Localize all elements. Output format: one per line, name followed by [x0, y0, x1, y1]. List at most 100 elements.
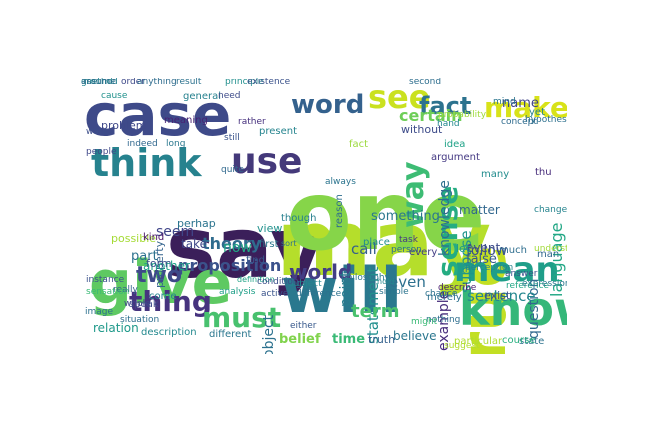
- cloud-word: cause: [101, 91, 128, 101]
- cloud-word: must: [202, 301, 282, 334]
- cloud-word: image: [85, 307, 114, 317]
- cloud-word: kind: [143, 232, 165, 243]
- cloud-word: hand: [437, 119, 460, 129]
- cloud-word: another: [143, 259, 190, 273]
- cloud-word: world: [289, 260, 353, 284]
- cloud-word: particular: [454, 336, 503, 347]
- cloud-word: analysis: [219, 287, 256, 297]
- cloud-word: false: [466, 252, 497, 267]
- cloud-word: make: [484, 91, 567, 124]
- cloud-word: first: [259, 239, 279, 250]
- cloud-word: regard: [287, 279, 317, 289]
- cloud-word: word: [291, 90, 365, 120]
- cloud-word: different: [209, 329, 252, 340]
- cloud-word: form: [146, 257, 172, 270]
- cloud-word: subject: [289, 279, 322, 289]
- cloud-word: ground: [81, 78, 113, 87]
- cloud-word: man: [537, 249, 560, 260]
- cloud-word: might: [411, 317, 438, 327]
- cloud-word: need: [218, 91, 241, 101]
- cloud-word: follow: [466, 243, 508, 259]
- cloud-word: suggest: [444, 341, 480, 351]
- cloud-word: give: [89, 248, 233, 318]
- cloud-word: even: [389, 273, 426, 291]
- cloud-word: nothing: [426, 315, 461, 325]
- cloud-word: thu: [535, 167, 552, 178]
- cloud-word: condition: [257, 277, 299, 287]
- cloud-word: situation: [120, 315, 160, 325]
- cloud-word: really: [113, 285, 138, 295]
- cloud-word: chance: [425, 289, 458, 299]
- cloud-word: always: [325, 177, 356, 187]
- cloud-word: every: [409, 247, 438, 258]
- cloud-word: though: [281, 213, 317, 224]
- cloud-word: still: [224, 133, 240, 143]
- cloud-word: either: [290, 321, 317, 331]
- cloud-word: expression: [522, 279, 567, 289]
- cloud-word: find: [246, 255, 265, 266]
- cloud-word: difference: [296, 289, 342, 299]
- cloud-word: speak: [129, 299, 159, 310]
- cloud-word: place: [363, 237, 390, 248]
- cloud-word: answer: [505, 269, 538, 279]
- cloud-word: will: [281, 254, 403, 327]
- cloud-word: method: [83, 78, 118, 87]
- cloud-word: exist: [484, 289, 511, 302]
- cloud-word: matter: [459, 203, 500, 217]
- cloud-word: yet: [529, 107, 545, 118]
- cloud-word: now: [223, 240, 252, 256]
- cloud-word: general: [183, 91, 222, 102]
- cloud-word: present: [259, 126, 298, 137]
- cloud-word: state: [519, 336, 545, 347]
- cloud-word: event: [466, 241, 501, 255]
- cloud-word: whole: [124, 299, 151, 309]
- cloud-word: know: [459, 282, 567, 336]
- cloud-word: concept: [501, 117, 537, 127]
- cloud-word: describe: [438, 283, 477, 293]
- cloud-word: sort: [281, 239, 297, 248]
- cloud-word: description: [141, 327, 197, 338]
- cloud-word: perception: [465, 263, 514, 273]
- cloud-word: assume: [81, 78, 116, 87]
- cloud-word: long: [166, 139, 186, 149]
- cloud-word: use: [231, 141, 303, 182]
- cloud-word: knowledge: [437, 180, 453, 257]
- cloud-word: problem: [101, 119, 147, 132]
- cloud-word: order: [121, 78, 145, 87]
- cloud-word: mind: [493, 97, 516, 107]
- cloud-word: existence: [247, 78, 291, 87]
- cloud-word: let: [456, 242, 471, 255]
- cloud-word: part: [131, 249, 158, 264]
- cloud-word: principle: [225, 78, 264, 87]
- cloud-word: reason: [334, 194, 345, 229]
- cloud-word: course: [502, 335, 536, 346]
- cloud-word: understand: [534, 244, 567, 254]
- cloud-word: certain: [399, 106, 463, 125]
- cloud-word: relation: [93, 321, 139, 335]
- cloud-word: sensation: [86, 287, 130, 297]
- cloud-word: simple: [379, 287, 409, 297]
- cloud-word: seem: [156, 224, 195, 240]
- cloud-word: belief: [279, 332, 321, 347]
- cloud-word: argument: [431, 152, 480, 163]
- cloud-word: reference: [506, 281, 549, 291]
- cloud-word: name: [502, 96, 539, 111]
- cloud-word: quite: [221, 165, 244, 175]
- cloud-word: rather: [238, 117, 266, 127]
- cloud-word: probability: [438, 110, 487, 120]
- cloud-word: change: [534, 205, 567, 215]
- cloud-word: definition: [237, 275, 275, 284]
- word-cloud: saymayonecasewillgivetrueknowmeanthinkus…: [81, 78, 567, 354]
- cloud-word: sentence: [467, 287, 536, 305]
- cloud-word: fact: [349, 139, 369, 150]
- cloud-word: take: [181, 237, 207, 251]
- cloud-word: come: [149, 291, 177, 302]
- cloud-word: truth: [368, 333, 396, 346]
- cloud-word: want: [86, 127, 109, 137]
- cloud-word: view: [257, 222, 283, 235]
- cloud-word: say: [166, 199, 325, 297]
- cloud-word: philosophy: [341, 273, 390, 283]
- cloud-word: indeed: [127, 139, 158, 149]
- cloud-word: result: [176, 78, 202, 87]
